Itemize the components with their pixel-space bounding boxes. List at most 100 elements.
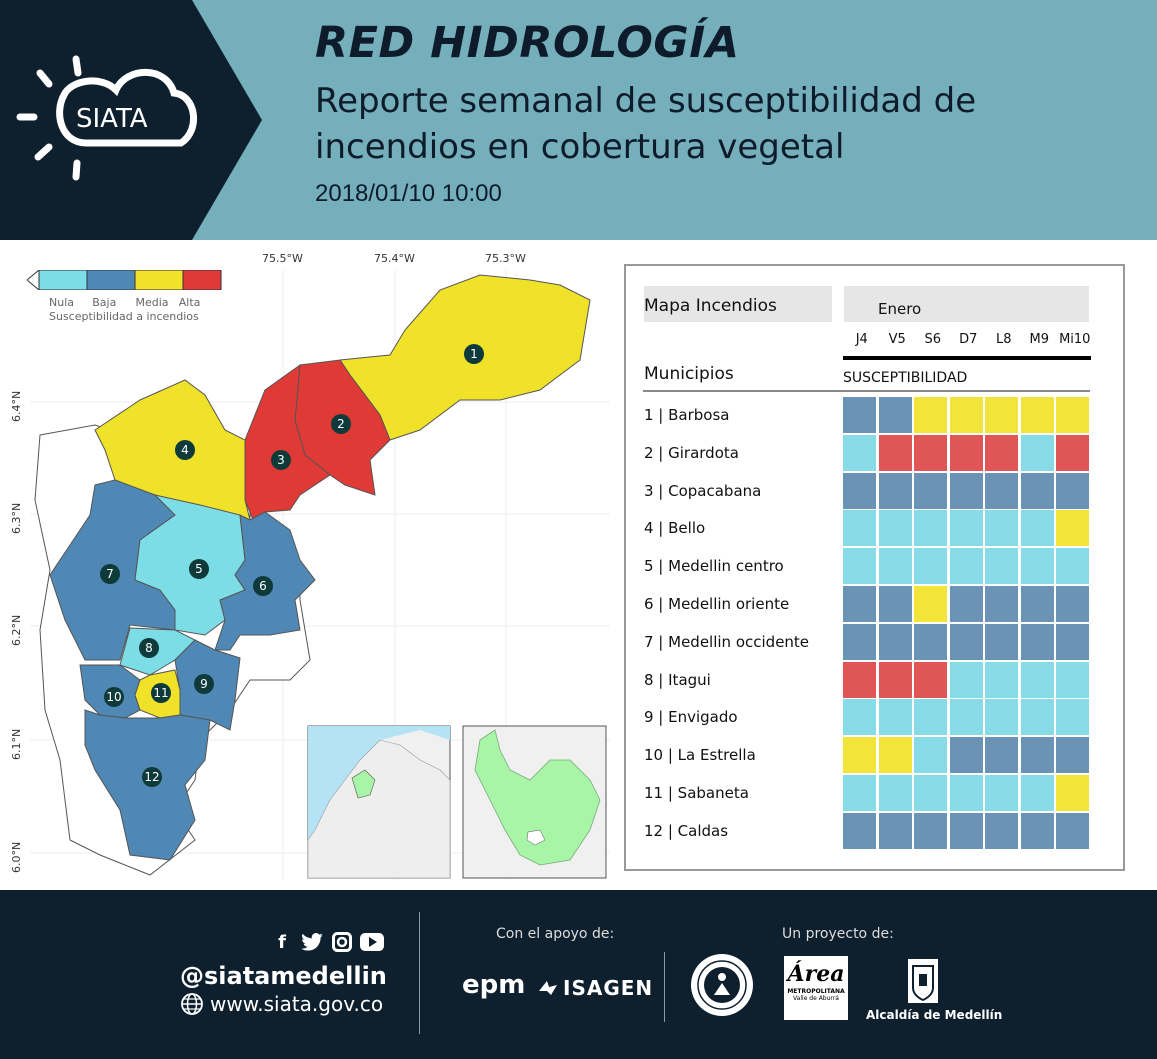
- legend-colorbar: [26, 268, 222, 292]
- map-area: 1 2 3 4 5 6 7 8 9 10 11 12 75.5°W 75.4°W: [0, 240, 615, 890]
- siata-logo-text: SIATA: [76, 104, 148, 134]
- susceptibility-cells: [843, 397, 1092, 433]
- social-icons: f: [270, 930, 384, 954]
- page-title: RED HIDROLOGÍA: [315, 18, 740, 68]
- report-datetime: 2018/01/10 10:00: [315, 180, 502, 207]
- table-row: 2 | Girardota: [644, 434, 1094, 472]
- region-marker-1: 1: [464, 344, 484, 364]
- susceptibility-cells: [843, 699, 1092, 736]
- table-row: 10 | La Estrella: [644, 736, 1094, 774]
- svg-text:6: 6: [259, 579, 267, 593]
- municipio-label: 2 | Girardota: [644, 443, 739, 462]
- days-underline: [843, 356, 1091, 360]
- footer-divider-1: [419, 912, 420, 1034]
- inset-map-colombia: [307, 725, 451, 879]
- svg-text:12: 12: [144, 770, 159, 784]
- municipios-label: Municipios: [644, 364, 734, 384]
- area-metropolitana-logo: Área METROPOLITANA Valle de Aburrá: [784, 956, 848, 1020]
- svg-text:2: 2: [337, 417, 345, 431]
- susceptibility-cell: [949, 586, 983, 622]
- website-link[interactable]: www.siata.gov.co: [180, 992, 383, 1016]
- area-logo-title: Área: [787, 961, 845, 987]
- susceptibility-cell: [878, 510, 912, 547]
- twitter-icon[interactable]: [300, 930, 324, 954]
- susceptibility-cell: [914, 586, 947, 622]
- day-header: S6: [924, 332, 942, 347]
- instagram-icon[interactable]: [330, 930, 354, 954]
- susceptibility-cell: [914, 699, 947, 736]
- susceptibility-cell: [985, 623, 1018, 660]
- region-marker-5: 5: [189, 559, 209, 579]
- susceptibility-cells: [843, 434, 1092, 471]
- facebook-icon[interactable]: f: [278, 931, 286, 953]
- municipio-label: 5 | Medellin centro: [644, 557, 784, 576]
- day-header: M9: [1029, 332, 1050, 347]
- susceptibility-cell: [914, 812, 947, 849]
- municipio-label: 9 | Envigado: [644, 708, 738, 727]
- lat-label-5: 6.0°N: [10, 841, 23, 873]
- epm-logo: epm: [462, 970, 526, 1000]
- susceptibility-cell: [1020, 586, 1054, 622]
- susceptibility-cell: [1020, 812, 1054, 849]
- susceptibility-cell: [1056, 510, 1089, 547]
- susceptibility-cell: [985, 472, 1018, 509]
- legend-label-media: Media: [135, 296, 169, 309]
- susceptibility-cell: [914, 510, 947, 547]
- day-headers: J4 V5 S6 D7 L8 M9 Mi10: [844, 332, 1094, 347]
- susceptibility-cell: [985, 812, 1018, 849]
- susceptibility-cell: [878, 548, 912, 585]
- table-row: 3 | Copacabana: [644, 472, 1094, 510]
- lat-label-3: 6.2°N: [10, 614, 23, 646]
- header-dark-panel: [0, 0, 262, 240]
- table-row: 7 | Medellin occidente: [644, 623, 1094, 661]
- susceptibility-cell: [878, 812, 912, 849]
- alcaldia-label: Alcaldía de Medellín: [866, 1008, 1003, 1022]
- susceptibility-cell: [914, 775, 947, 811]
- susceptibility-cell: [949, 775, 983, 811]
- susceptibility-cells: [843, 737, 1092, 774]
- table-row: 8 | Itagui: [644, 661, 1094, 699]
- region-marker-3: 3: [271, 450, 291, 470]
- susceptibility-cell: [878, 661, 912, 698]
- municipio-label: 12 | Caldas: [644, 821, 729, 840]
- day-header: V5: [888, 332, 906, 347]
- region-marker-12: 12: [142, 767, 162, 787]
- susceptibility-cell: [1056, 699, 1089, 736]
- susceptibility-cell: [985, 775, 1018, 811]
- region-marker-2: 2: [331, 414, 351, 434]
- region-marker-6: 6: [253, 576, 273, 596]
- susceptibility-cell: [914, 434, 947, 471]
- susceptibility-cell: [914, 737, 947, 774]
- susceptibility-cell: [1056, 661, 1089, 698]
- youtube-icon[interactable]: [360, 930, 384, 954]
- svg-text:10: 10: [106, 690, 121, 704]
- area-logo-line-3: Valle de Aburrá: [793, 995, 839, 1002]
- susceptibility-cell: [843, 548, 876, 585]
- table-row: 11 | Sabaneta: [644, 774, 1094, 812]
- susceptibility-cells: [843, 510, 1092, 547]
- susceptibility-cell: [843, 699, 876, 736]
- susceptibility-cell: [1020, 548, 1054, 585]
- region-marker-4: 4: [175, 440, 195, 460]
- susceptibility-cell: [985, 737, 1018, 774]
- susceptibility-cell: [878, 699, 912, 736]
- susceptibility-cell: [843, 397, 876, 433]
- header-band: SIATA RED HIDROLOGÍA Reporte semanal de …: [0, 0, 1157, 240]
- lat-label-2: 6.3°N: [10, 502, 23, 534]
- susceptibility-cells: [843, 586, 1092, 622]
- legend-label-nula: Nula: [49, 296, 74, 309]
- social-handle[interactable]: @siatamedellin: [180, 962, 387, 990]
- susceptibility-cell: [949, 434, 983, 471]
- region-marker-7: 7: [100, 564, 120, 584]
- susceptibility-cell: [843, 472, 876, 509]
- susceptibility-cell: [843, 661, 876, 698]
- susceptibility-cell: [843, 775, 876, 811]
- susceptibility-cell: [949, 397, 983, 433]
- table-row: 4 | Bello: [644, 509, 1094, 547]
- website-text: www.siata.gov.co: [210, 992, 384, 1016]
- susceptibility-cell: [985, 586, 1018, 622]
- globe-icon: [181, 993, 203, 1015]
- susceptibility-cell: [878, 775, 912, 811]
- susceptibility-cell: [985, 510, 1018, 547]
- susceptibility-cell: [949, 737, 983, 774]
